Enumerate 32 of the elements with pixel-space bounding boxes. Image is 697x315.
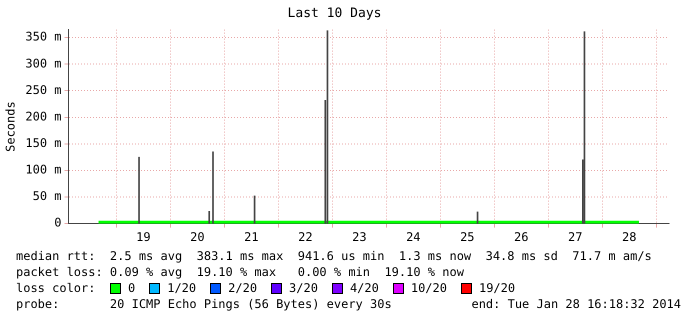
x-tick-label: 20	[190, 230, 205, 244]
x-tick-label: 25	[460, 230, 475, 244]
x-tick-label: 26	[514, 230, 529, 244]
x-tick-label: 22	[298, 230, 313, 244]
x-tick-label: 28	[622, 230, 636, 244]
y-axis-title: Seconds	[3, 101, 18, 152]
x-tick-label: 21	[244, 230, 259, 244]
y-tick-label: 150 m	[25, 136, 62, 150]
x-tick-label: 27	[568, 230, 582, 244]
text: packet loss: 0.09 % avg 19.10 % max 0.00 % min 19.10 % now	[16, 264, 465, 280]
text: 19/20	[478, 281, 516, 295]
text: 1/20	[166, 281, 196, 295]
y-tick-label: 0	[54, 216, 62, 230]
text: 10/20	[410, 281, 447, 295]
chart-title: Last 10 Days	[288, 6, 382, 22]
x-tick-label: 24	[406, 230, 421, 244]
text: 4/20	[348, 281, 379, 295]
y-tick-label: 200 m	[25, 109, 62, 124]
text: end: Tue Jan 28 16:18:32 2014	[471, 297, 681, 311]
x-tick-label: 19	[136, 230, 151, 244]
y-tick-label: 350 m	[25, 30, 62, 44]
text: probe: 20 ICMP Echo Pings (56 Bytes) every 30s	[16, 297, 392, 311]
y-tick-label: 100 m	[25, 162, 62, 177]
text: 3/20	[288, 281, 318, 295]
y-tick-label: 50 m	[32, 189, 62, 204]
text: 2/20	[227, 281, 258, 295]
x-tick-label: 23	[352, 230, 367, 244]
text: median rtt: 2.5 ms avg 383.1 ms max 941.6 us min 1.3 ms now 34.8 ms sd 71.7 m am/s	[16, 248, 653, 264]
y-tick-label: 250 m	[25, 82, 62, 97]
y-tick-label: 300 m	[25, 56, 62, 70]
text: loss color:	[16, 281, 96, 295]
text: 0	[127, 281, 136, 295]
